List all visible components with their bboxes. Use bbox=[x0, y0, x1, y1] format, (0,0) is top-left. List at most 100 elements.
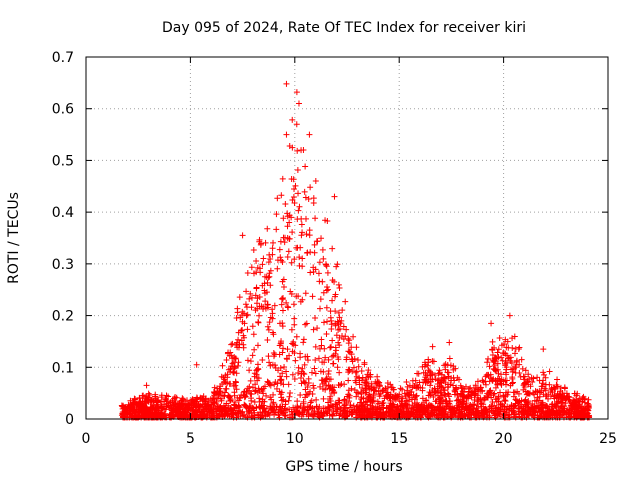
data-point bbox=[330, 360, 337, 367]
data-point bbox=[233, 315, 240, 322]
data-point bbox=[516, 410, 523, 417]
data-point bbox=[291, 185, 298, 192]
data-point bbox=[252, 387, 259, 394]
data-point bbox=[312, 314, 319, 321]
data-point bbox=[579, 395, 586, 402]
data-point bbox=[217, 403, 224, 410]
data-point bbox=[229, 340, 236, 347]
data-point bbox=[343, 354, 350, 361]
data-point bbox=[280, 381, 287, 388]
data-point bbox=[532, 388, 539, 395]
data-point bbox=[290, 339, 297, 346]
data-point bbox=[303, 231, 310, 238]
data-point bbox=[291, 199, 298, 206]
data-point bbox=[457, 382, 464, 389]
data-point bbox=[365, 373, 372, 380]
data-point bbox=[311, 241, 318, 248]
data-point bbox=[489, 338, 496, 345]
data-point bbox=[531, 408, 538, 415]
data-point bbox=[224, 380, 231, 387]
data-point bbox=[284, 223, 291, 230]
data-point bbox=[211, 389, 218, 396]
data-point bbox=[300, 339, 307, 346]
data-point bbox=[560, 392, 567, 399]
data-point bbox=[254, 411, 261, 418]
data-point bbox=[374, 411, 381, 418]
data-point bbox=[554, 390, 561, 397]
data-point bbox=[169, 408, 176, 415]
data-point bbox=[509, 379, 516, 386]
data-point bbox=[318, 336, 325, 343]
data-point bbox=[510, 389, 517, 396]
data-point bbox=[253, 367, 260, 374]
data-point bbox=[266, 359, 273, 366]
data-point bbox=[485, 391, 492, 398]
data-point bbox=[409, 377, 416, 384]
data-point bbox=[225, 392, 232, 399]
data-point bbox=[282, 200, 289, 207]
data-point bbox=[262, 408, 269, 415]
data-point bbox=[295, 293, 302, 300]
data-point bbox=[294, 147, 301, 154]
data-point bbox=[316, 259, 323, 266]
data-point bbox=[504, 338, 511, 345]
data-point bbox=[298, 147, 305, 154]
data-point bbox=[506, 405, 513, 412]
data-point bbox=[512, 411, 519, 418]
data-point bbox=[553, 411, 560, 418]
data-point bbox=[158, 410, 165, 417]
data-point bbox=[491, 344, 498, 351]
data-point bbox=[502, 393, 509, 400]
data-point bbox=[431, 411, 438, 418]
data-point bbox=[483, 394, 490, 401]
data-point bbox=[291, 376, 298, 383]
data-point bbox=[515, 390, 522, 397]
data-point bbox=[248, 304, 255, 311]
data-point bbox=[430, 404, 437, 411]
data-point bbox=[228, 352, 235, 359]
data-point bbox=[300, 336, 307, 343]
data-point bbox=[223, 357, 230, 364]
data-point bbox=[453, 397, 460, 404]
data-point bbox=[432, 398, 439, 405]
data-point bbox=[429, 389, 436, 396]
data-point bbox=[377, 390, 384, 397]
data-point bbox=[307, 184, 314, 191]
data-point bbox=[336, 284, 343, 291]
data-point bbox=[300, 370, 307, 377]
data-point bbox=[266, 412, 273, 419]
data-point bbox=[246, 409, 253, 416]
data-point bbox=[538, 383, 545, 390]
x-tick-label: 20 bbox=[495, 431, 513, 447]
data-point bbox=[237, 395, 244, 402]
data-point bbox=[445, 412, 452, 419]
data-point bbox=[312, 215, 319, 222]
data-point bbox=[501, 397, 508, 404]
data-point bbox=[450, 409, 457, 416]
data-point bbox=[225, 349, 232, 356]
data-point bbox=[284, 346, 291, 353]
data-point bbox=[259, 261, 266, 268]
data-point bbox=[492, 396, 499, 403]
data-point bbox=[559, 389, 566, 396]
data-point bbox=[352, 369, 359, 376]
data-point bbox=[387, 381, 394, 388]
data-point bbox=[353, 410, 360, 417]
data-point bbox=[491, 362, 498, 369]
data-point bbox=[210, 402, 217, 409]
data-point bbox=[320, 368, 327, 375]
data-point bbox=[550, 393, 557, 400]
data-point bbox=[277, 376, 284, 383]
data-point bbox=[446, 339, 453, 346]
x-axis-label: GPS time / hours bbox=[285, 459, 402, 475]
data-point bbox=[264, 323, 271, 330]
data-point bbox=[411, 396, 418, 403]
data-point bbox=[295, 190, 302, 197]
data-point bbox=[237, 314, 244, 321]
data-point bbox=[527, 390, 534, 397]
data-point bbox=[291, 256, 298, 263]
data-point bbox=[279, 323, 286, 330]
data-point bbox=[313, 396, 320, 403]
data-point bbox=[302, 194, 309, 201]
data-point bbox=[498, 381, 505, 388]
